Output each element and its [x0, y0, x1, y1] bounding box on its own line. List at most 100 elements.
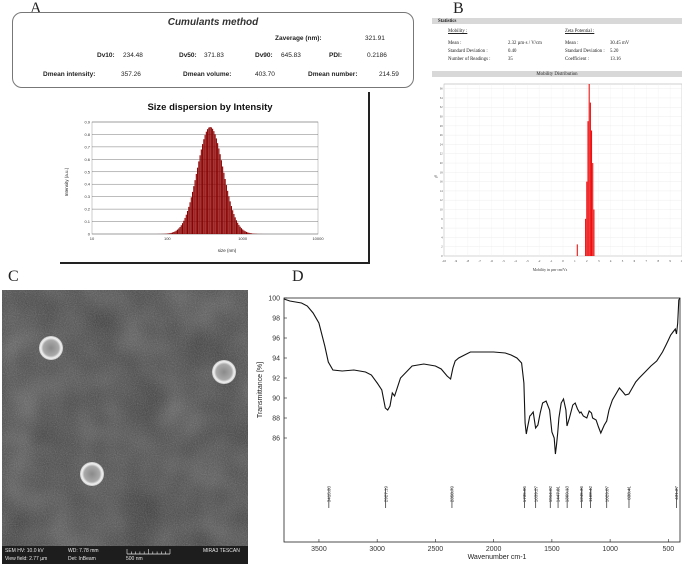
size-dispersion-bar [172, 232, 173, 234]
size-dispersion-bar [171, 233, 172, 234]
stats-header-bar [432, 18, 682, 24]
ftir-x-tick: 1000 [602, 546, 618, 553]
sem-brand: MIRA3 TESCAN [203, 548, 240, 554]
sem-wd: WD: 7.78 mm [68, 548, 99, 554]
mobility-x-tick: -5 [502, 259, 505, 263]
size-dispersion-bar [230, 201, 231, 234]
mobility-y-tick: 22 [440, 153, 443, 156]
zeta-mean-label: Mean : [565, 41, 578, 46]
dv10-value: 234.48 [123, 52, 143, 59]
size-dispersion-bar [196, 174, 197, 234]
mobility-x-tick: -3 [526, 259, 529, 263]
mobility-mean-label: Mean : [448, 41, 461, 46]
size-dispersion-x-tick: 1000 [238, 236, 248, 241]
mobility-y-tick: 4 [441, 236, 443, 239]
size-dispersion-y-tick: 0.8 [84, 132, 90, 137]
size-dispersion-chart: Size dispersion by Intensity 00.10.20.30… [60, 92, 368, 262]
mobility-y-tick: 36 [440, 88, 443, 91]
mobility-x-tick: -8 [467, 259, 470, 263]
size-dispersion-bar [193, 186, 194, 234]
size-dispersion-bar [215, 134, 216, 234]
size-dispersion-bar [188, 207, 189, 234]
mobility-y-tick: 16 [440, 181, 443, 184]
size-dispersion-bar [240, 227, 241, 234]
size-dispersion-bar [228, 196, 229, 234]
ftir-peak-label: 1245.36 [579, 486, 584, 503]
size-dispersion-bar [200, 155, 201, 234]
mobility-y-tick: 34 [440, 97, 443, 100]
mobility-x-tick: 7 [646, 259, 648, 263]
ftir-x-tick: 2000 [486, 546, 502, 553]
ftir-xlabel: Wavenumber cm-1 [468, 554, 527, 561]
mobility-ylabel: % [434, 174, 438, 179]
mobility-x-tick: -2 [538, 259, 541, 263]
zeta-title: Zeta Potential : [565, 29, 594, 34]
mobility-y-tick: 2 [441, 246, 443, 249]
ftir-peak-label: 1369.13 [565, 486, 570, 503]
dmean-number-value: 214.59 [379, 71, 399, 78]
sem-scale-bar [126, 548, 172, 556]
sem-detector: Det: InBeam [68, 556, 96, 562]
cumulants-title: Cumulants method [13, 17, 413, 28]
dmean-number-label: Dmean number: [308, 71, 357, 78]
panel-label-d: D [292, 268, 304, 286]
mobility-x-tick: 9 [669, 259, 671, 263]
size-dispersion-bar [206, 132, 207, 234]
zeta-sd-value: 5.20 [610, 49, 618, 54]
size-dispersion-y-tick: 0.1 [84, 219, 90, 224]
size-dispersion-bar [233, 214, 234, 234]
mobility-x-tick: -4 [514, 259, 517, 263]
size-dispersion-bar [225, 179, 226, 234]
ftir-peak-label: 1029.87 [604, 486, 609, 503]
sem-nanoparticle [39, 336, 63, 360]
zaverage-value: 321.91 [365, 35, 385, 42]
size-dispersion-bar [176, 231, 177, 234]
size-dispersion-bar [173, 232, 174, 234]
mobility-sd-label: Standard Deviation : [448, 49, 488, 54]
size-dispersion-y-tick: 0.3 [84, 194, 90, 199]
mobility-mean-value: 2.32 µm·s / V/cm [508, 41, 542, 46]
size-dispersion-bar [251, 233, 252, 234]
size-dispersion-y-tick: 0.9 [84, 120, 90, 125]
size-dispersion-bar [210, 127, 211, 234]
mobility-x-tick: 6 [634, 259, 636, 263]
mobility-y-tick: 28 [440, 125, 443, 128]
dmean-volume-label: Dmean volume: [183, 71, 231, 78]
ftir-x-tick: 500 [663, 546, 675, 553]
size-dispersion-bar [236, 220, 237, 234]
size-dispersion-bar [208, 128, 209, 234]
size-dispersion-bar [235, 217, 236, 234]
mobility-distribution-chart: 024681012141618202224262830323436-10-9-8… [432, 80, 682, 272]
panel-label-c: C [8, 268, 19, 286]
mobility-bar [585, 219, 586, 256]
ftir-peak-label: 1168.42 [588, 486, 593, 502]
mobility-y-tick: 14 [440, 190, 443, 193]
size-dispersion-bar [198, 161, 199, 234]
size-dispersion-bar [245, 231, 246, 234]
mobility-x-tick: 1 [574, 259, 576, 263]
size-dispersion-bar [177, 230, 178, 234]
ftir-x-tick: 1500 [544, 546, 560, 553]
size-dispersion-x-tick: 10 [90, 236, 95, 241]
mobility-x-tick: -7 [478, 259, 481, 263]
size-dispersion-bar [179, 227, 180, 234]
size-dispersion-bar [202, 144, 203, 234]
mobility-grid [444, 84, 682, 256]
ftir-x-tick: 2500 [428, 546, 444, 553]
mobility-y-tick: 24 [440, 143, 443, 146]
size-dispersion-bar [207, 129, 208, 234]
mobility-x-tick: 4 [610, 259, 612, 263]
ftir-y-tick: 100 [268, 296, 280, 303]
mobility-y-tick: 30 [440, 116, 443, 119]
zeta-mean-value: 30.45 mV [610, 41, 629, 46]
dist-header: Mobility Distribution [432, 72, 682, 77]
size-dispersion-bar [220, 154, 221, 234]
mobility-x-tick: 2 [586, 259, 588, 263]
ftir-y-tick: 98 [272, 316, 280, 323]
zeta-panel: Statistics Mobility : Mean : 2.32 µm·s /… [432, 14, 682, 272]
dmean-volume-value: 403.70 [255, 71, 275, 78]
mobility-y-tick: 10 [440, 209, 443, 212]
